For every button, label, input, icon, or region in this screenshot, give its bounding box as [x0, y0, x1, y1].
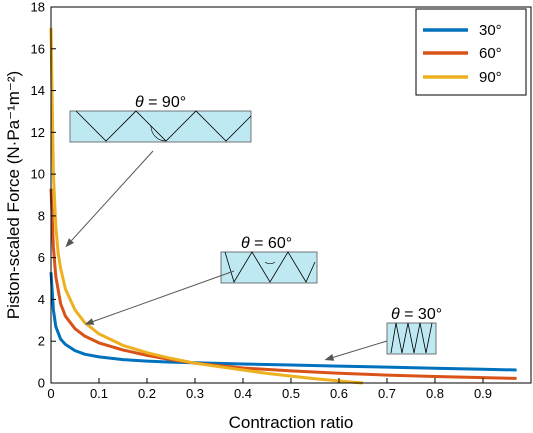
angle-arc-90	[150, 125, 167, 142]
y-tick-label: 8	[38, 208, 45, 223]
legend: 30° 60° 90°	[415, 8, 527, 96]
x-tick-label: 0.6	[330, 386, 348, 401]
series-line-90deg	[49, 27, 364, 385]
series-line-30deg	[49, 272, 517, 372]
x-tick-label: 0.4	[234, 386, 252, 401]
x-tick-label: 0.5	[282, 386, 300, 401]
legend-label-30: 30°	[479, 22, 502, 39]
x-tick-label: 0.8	[426, 386, 444, 401]
annotation-arrow-60	[92, 270, 235, 322]
axis-ticks: 0 0.1 0.2 0.3 0.4 0.5 0.6 0.7 0.8 0.9 0 2 4 6 8 10 12 14 1…	[31, 0, 493, 401]
y-tick-label: 16	[31, 41, 45, 56]
y-axis-title: Piston-scaled Force (N·Pa⁻¹m⁻²)	[4, 71, 23, 319]
y-tick-label: 10	[31, 167, 45, 182]
x-tick-label: 0.3	[186, 386, 204, 401]
series-line-60deg	[49, 188, 517, 380]
y-tick-label: 4	[38, 292, 45, 307]
zigzag-30-pattern	[390, 322, 433, 354]
annotation-label-30: θ = 30°	[391, 306, 442, 323]
annotation-theta-30: θ = 30°	[324, 306, 442, 361]
x-tick-label: 0.9	[474, 386, 492, 401]
zigzag-60-pattern	[224, 251, 316, 283]
arrowhead-60	[84, 318, 95, 325]
y-tick-label: 18	[31, 0, 45, 15]
arrowhead-90	[65, 238, 74, 248]
x-tick-label: 0.2	[138, 386, 156, 401]
y-tick-label: 12	[31, 125, 45, 140]
y-tick-label: 14	[31, 83, 45, 98]
annotation-arrow-30	[333, 340, 388, 358]
annotation-theta-90: θ = 90°	[65, 94, 252, 248]
legend-label-60: 60°	[479, 45, 502, 62]
y-tick-label: 2	[38, 334, 45, 349]
annotation-label-90: θ = 90°	[135, 94, 186, 111]
arrowhead-30	[324, 354, 335, 361]
annotation-label-60: θ = 60°	[241, 235, 292, 252]
inset-zigzag-60	[220, 251, 318, 284]
annotation-arrow-90	[71, 150, 154, 241]
legend-label-90: 90°	[479, 69, 502, 86]
x-tick-label: 0	[47, 386, 54, 401]
x-axis-title: Contraction ratio	[229, 413, 354, 432]
series-layer	[49, 27, 517, 385]
y-tick-label: 6	[38, 250, 45, 265]
x-tick-label: 0.1	[90, 386, 108, 401]
x-tick-label: 0.7	[378, 386, 396, 401]
y-tick-label: 0	[38, 376, 45, 391]
inset-zigzag-90	[69, 110, 252, 143]
annotation-theta-60: θ = 60°	[84, 235, 318, 325]
